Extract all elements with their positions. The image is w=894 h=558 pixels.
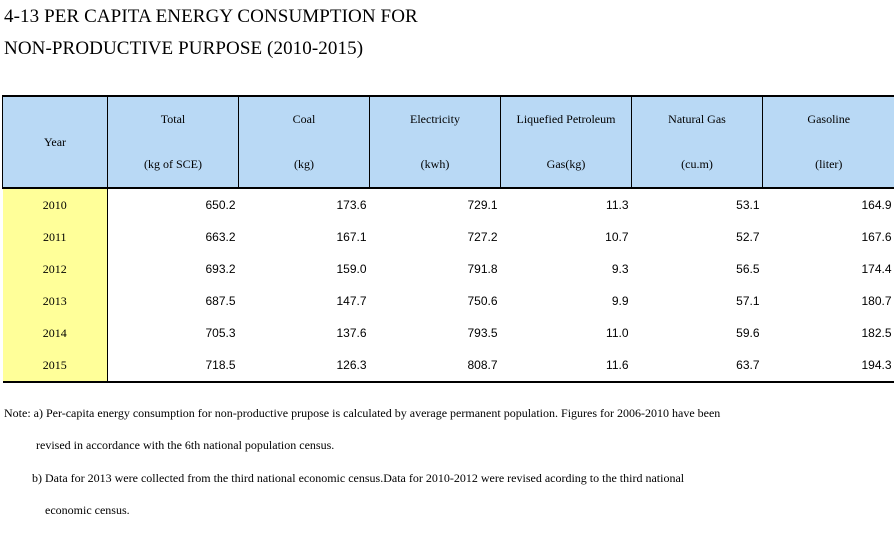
cell-natural-gas: 53.1: [736, 198, 760, 212]
column-unit-natural-gas: (cu.m): [631, 142, 763, 189]
column-header-coal: Coal: [238, 95, 370, 142]
cell-coal: 137.6: [336, 326, 367, 340]
column-header-lpg: Liquefied Petroleum: [500, 95, 632, 142]
column-unit-lpg: Gas(kg): [500, 142, 632, 189]
cell-total: 693.2: [205, 262, 236, 276]
note-line-2: revised in accordance with the 6th natio…: [36, 438, 335, 452]
cell-electricity: 793.5: [467, 326, 498, 340]
note-line-1: Note: a) Per-capita energy consumption f…: [4, 406, 721, 420]
cell-electricity: 750.6: [467, 294, 498, 308]
note-line-3: b) Data for 2013 were collected from the…: [32, 471, 685, 485]
cell-lpg: 9.3: [611, 262, 629, 276]
cell-coal: 167.1: [336, 230, 367, 244]
cell-gasoline: 174.4: [861, 262, 892, 276]
table-row: 2012 693.2 159.0 791.8 9.3 56.5 174.4: [2, 253, 894, 285]
page-title-line-2: NON-PRODUCTIVE PURPOSE (2010-2015): [4, 38, 364, 59]
column-header-natural-gas: Natural Gas: [631, 95, 763, 142]
table-row: 2014 705.3 137.6 793.5 11.0 59.6 182.5: [2, 317, 894, 349]
column-unit-coal: (kg): [238, 142, 370, 189]
note-line-4: economic census.: [45, 503, 130, 517]
column-header-total: Total: [107, 95, 239, 142]
column-header-electricity: Electricity: [369, 95, 501, 142]
cell-lpg: 11.3: [606, 198, 629, 212]
cell-gasoline: 167.6: [861, 230, 892, 244]
energy-consumption-table: Year Total Coal Electricity Liquefied Pe…: [2, 95, 894, 383]
cell-gasoline: 180.7: [861, 294, 892, 308]
row-year: 2013: [2, 285, 108, 317]
row-year: 2014: [2, 317, 108, 349]
cell-lpg: 9.9: [611, 294, 629, 308]
cell-total: 705.3: [205, 326, 236, 340]
row-year: 2012: [2, 253, 108, 285]
row-year: 2015: [2, 349, 108, 383]
table-row: 2010 650.2 173.6 729.1 11.3 53.1 164.9: [2, 188, 894, 221]
page-title-line-1: 4-13 PER CAPITA ENERGY CONSUMPTION FOR: [4, 6, 418, 27]
cell-lpg: 11.0: [606, 326, 629, 340]
cell-natural-gas: 57.1: [736, 294, 760, 308]
cell-lpg: 10.7: [605, 230, 629, 244]
cell-coal: 173.6: [336, 198, 367, 212]
cell-total: 663.2: [205, 230, 236, 244]
cell-natural-gas: 56.5: [736, 262, 760, 276]
cell-electricity: 808.7: [369, 349, 501, 383]
cell-electricity: 729.1: [467, 198, 498, 212]
row-year: 2010: [2, 188, 108, 221]
cell-coal: 159.0: [336, 262, 367, 276]
table-row: 2013 687.5 147.7 750.6 9.9 57.1 180.7: [2, 285, 894, 317]
cell-natural-gas: 63.7: [631, 349, 763, 383]
year-column-header: Year: [2, 95, 108, 189]
cell-total: 650.2: [205, 198, 236, 212]
column-header-gasoline: Gasoline: [762, 95, 894, 142]
table-row: 2015 718.5 126.3 808.7 11.6 63.7 194.3: [2, 349, 894, 383]
column-unit-gasoline: (liter): [762, 142, 894, 189]
cell-electricity: 791.8: [467, 262, 498, 276]
cell-natural-gas: 59.6: [736, 326, 760, 340]
cell-gasoline: 194.3: [762, 349, 894, 383]
cell-coal: 147.7: [336, 294, 367, 308]
cell-gasoline: 164.9: [861, 198, 892, 212]
column-unit-total: (kg of SCE): [107, 142, 239, 189]
cell-natural-gas: 52.7: [736, 230, 760, 244]
cell-total: 687.5: [205, 294, 236, 308]
row-year: 2011: [2, 221, 108, 253]
cell-total: 718.5: [107, 349, 239, 383]
cell-coal: 126.3: [238, 349, 370, 383]
cell-electricity: 727.2: [467, 230, 498, 244]
cell-gasoline: 182.5: [861, 326, 892, 340]
table-row: 2011 663.2 167.1 727.2 10.7 52.7 167.6: [2, 221, 894, 253]
cell-lpg: 11.6: [500, 349, 632, 383]
column-unit-electricity: (kwh): [369, 142, 501, 189]
